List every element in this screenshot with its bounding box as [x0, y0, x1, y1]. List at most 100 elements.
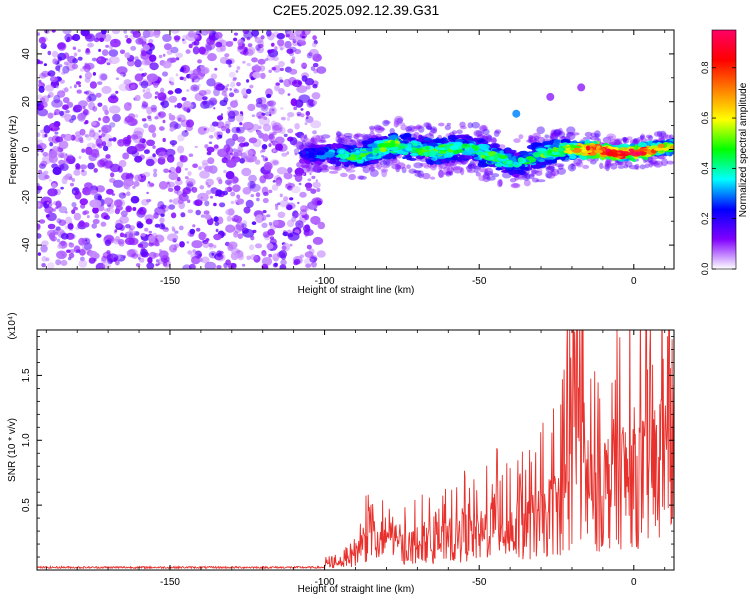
- heatmap-cell: [287, 112, 295, 118]
- heatmap-cell: [309, 254, 318, 262]
- heatmap-cell: [162, 119, 166, 124]
- heatmap-cell: [149, 62, 159, 71]
- heatmap-cell: [112, 179, 124, 188]
- heatmap-cell: [160, 101, 165, 106]
- heatmap-cell: [438, 169, 444, 178]
- heatmap-cell: [567, 163, 577, 172]
- heatmap-cell: [289, 243, 293, 247]
- heatmap-cell: [438, 169, 445, 178]
- heatmap-cell: [286, 116, 291, 121]
- heatmap-cell: [236, 194, 241, 199]
- heatmap-cell: [134, 73, 144, 82]
- heatmap-cell: [125, 205, 132, 213]
- heatmap-cell: [216, 216, 224, 225]
- heatmap-cell: [383, 135, 388, 140]
- heatmap-cell: [280, 116, 286, 121]
- heatmap-cell: [268, 106, 277, 115]
- heatmap-cell: [350, 154, 357, 158]
- heatmap-cell: [405, 155, 412, 161]
- heatmap-cell: [186, 183, 194, 192]
- heatmap-cell: [39, 104, 45, 109]
- heatmap-cell: [65, 153, 68, 156]
- heatmap-cell: [537, 136, 546, 143]
- heatmap-cell: [430, 176, 436, 180]
- heatmap-cell: [60, 259, 68, 266]
- heatmap-cell: [185, 49, 191, 54]
- heatmap-cell: [396, 117, 404, 124]
- heatmap-cell: [268, 221, 272, 226]
- heatmap-cell: [639, 164, 646, 170]
- heatmap-cell: [136, 222, 144, 229]
- heatmap-cell: [550, 158, 558, 164]
- heatmap-cell: [222, 190, 228, 196]
- heatmap-cell: [443, 171, 453, 176]
- heatmap-cell: [176, 102, 183, 109]
- heatmap-cell: [243, 206, 251, 214]
- heatmap-cell: [140, 248, 148, 257]
- heatmap-cell: [119, 49, 126, 55]
- heatmap-cell: [126, 37, 132, 44]
- heatmap-cell: [557, 148, 565, 152]
- heatmap-cell: [412, 170, 421, 174]
- heatmap-cell: [57, 69, 61, 73]
- heatmap-cell: [233, 214, 239, 220]
- heatmap-cell: [169, 80, 172, 84]
- heatmap-cell: [287, 167, 293, 174]
- heatmap-cell: [305, 85, 311, 90]
- heatmap-cell: [236, 127, 241, 131]
- heatmap-cell: [510, 183, 521, 189]
- heatmap-cell: [548, 164, 555, 169]
- heatmap-cell: [80, 256, 85, 262]
- heatmap-cell: [101, 124, 112, 134]
- heatmap-cell: [47, 262, 55, 269]
- heatmap-cell: [430, 126, 438, 134]
- heatmap-cell: [153, 82, 159, 88]
- heatmap-cell: [180, 212, 186, 218]
- heatmap-cell: [262, 252, 267, 257]
- heatmap-cell: [185, 178, 196, 187]
- heatmap-cell: [605, 163, 610, 172]
- heatmap-cell: [276, 167, 288, 175]
- heatmap-cell: [186, 108, 191, 113]
- heatmap-cell: [484, 167, 494, 176]
- heatmap-cell: [232, 133, 239, 141]
- heatmap-cell: [262, 123, 272, 132]
- heatmap-cell: [134, 94, 141, 102]
- heatmap-cell: [353, 134, 359, 140]
- heatmap-cell: [174, 88, 182, 94]
- heatmap-cell: [576, 160, 584, 168]
- heatmap-cell: [198, 258, 203, 262]
- heatmap-cell: [527, 136, 537, 145]
- heatmap-cell: [346, 156, 358, 161]
- heatmap-cell: [275, 207, 279, 211]
- heatmap-cell: [393, 120, 399, 128]
- heatmap-cell: [85, 91, 89, 95]
- heatmap-cell: [273, 257, 278, 261]
- heatmap-cell: [211, 252, 215, 256]
- heatmap-cell: [192, 249, 197, 254]
- heatmap-cell: [657, 143, 665, 148]
- heatmap-cell: [658, 135, 665, 142]
- heatmap-cell: [40, 43, 47, 49]
- heatmap-cell: [236, 66, 241, 70]
- heatmap-cell: [491, 144, 499, 148]
- heatmap-cell: [262, 133, 269, 142]
- spectrogram-panel: -150 -100 -50 0 -40 -20 0 20 40 Height of straig…: [8, 29, 675, 296]
- heatmap-cell: [64, 87, 69, 93]
- colorbar-tick-label: 0.6: [700, 112, 710, 125]
- heatmap-cell: [75, 81, 81, 85]
- heatmap-cell: [235, 221, 245, 231]
- heatmap-cell: [63, 97, 70, 104]
- heatmap-cell: [216, 46, 224, 53]
- heatmap-cell: [340, 137, 345, 142]
- heatmap-cell: [212, 166, 217, 172]
- heatmap-cell: [205, 238, 210, 241]
- heatmap-cell: [224, 94, 228, 99]
- heatmap-cell: [632, 138, 641, 145]
- heatmap-cell: [48, 179, 52, 182]
- heatmap-cell: [68, 242, 75, 248]
- heatmap-cell: [136, 263, 141, 267]
- heatmap-cell: [310, 138, 315, 142]
- heatmap-cell: [534, 170, 543, 176]
- heatmap-cell: [294, 174, 303, 182]
